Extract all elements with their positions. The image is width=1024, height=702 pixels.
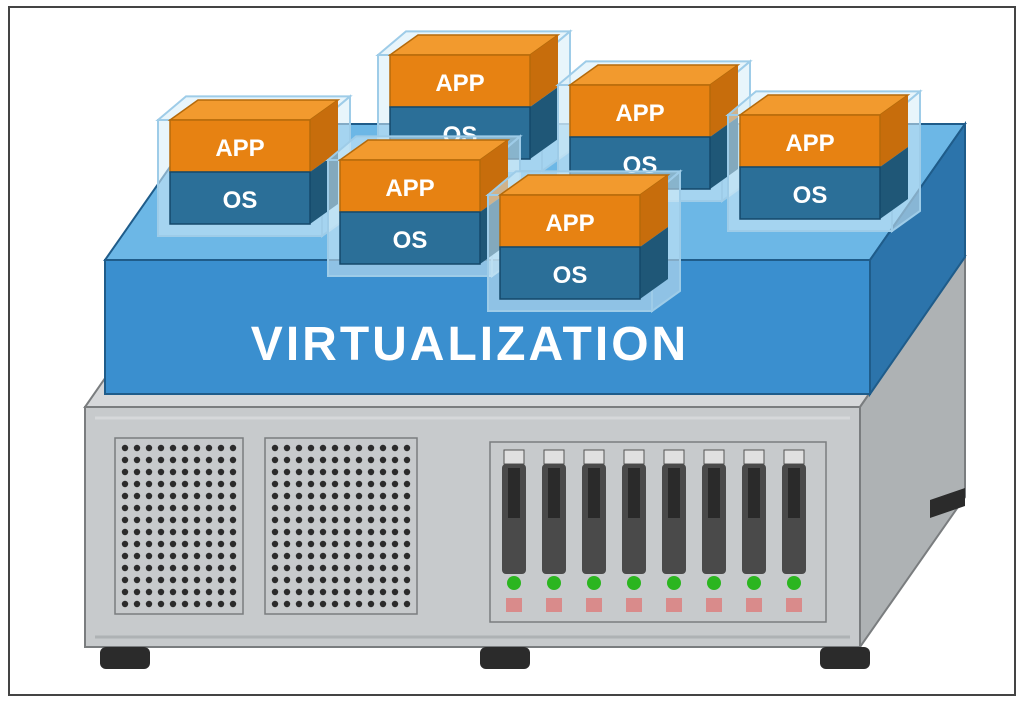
led-green (667, 576, 681, 590)
vm-cube: APP OS (728, 91, 920, 231)
server-foot (100, 647, 150, 669)
server-foot (480, 647, 530, 669)
led-green (707, 576, 721, 590)
led-red (546, 598, 562, 612)
vm-app-label: APP (545, 210, 594, 237)
vm-os-label: OS (223, 187, 258, 214)
virtualization-label: VIRTUALIZATION (251, 318, 689, 371)
led-green (787, 576, 801, 590)
vm-os-label: OS (393, 227, 428, 254)
led-red (586, 598, 602, 612)
vm-cube: APP OS (158, 96, 350, 236)
server-foot (820, 647, 870, 669)
led-green (507, 576, 521, 590)
led-red (506, 598, 522, 612)
virtualization-diagram: VIRTUALIZATIONAPPOSAPPOSAPPOSAPPOSAPPOSA… (0, 0, 1024, 702)
vm-app-label: APP (215, 135, 264, 162)
vm-os-label: OS (553, 262, 588, 289)
vm-app-label: APP (785, 130, 834, 157)
vm-app-label: APP (385, 175, 434, 202)
vm-cube: APP OS (488, 171, 680, 311)
led-red (706, 598, 722, 612)
led-green (547, 576, 561, 590)
led-green (747, 576, 761, 590)
vm-app-label: APP (615, 100, 664, 127)
led-red (746, 598, 762, 612)
led-green (587, 576, 601, 590)
led-red (626, 598, 642, 612)
vm-app-label: APP (435, 70, 484, 97)
led-green (627, 576, 641, 590)
led-red (786, 598, 802, 612)
led-red (666, 598, 682, 612)
vm-os-label: OS (793, 182, 828, 209)
